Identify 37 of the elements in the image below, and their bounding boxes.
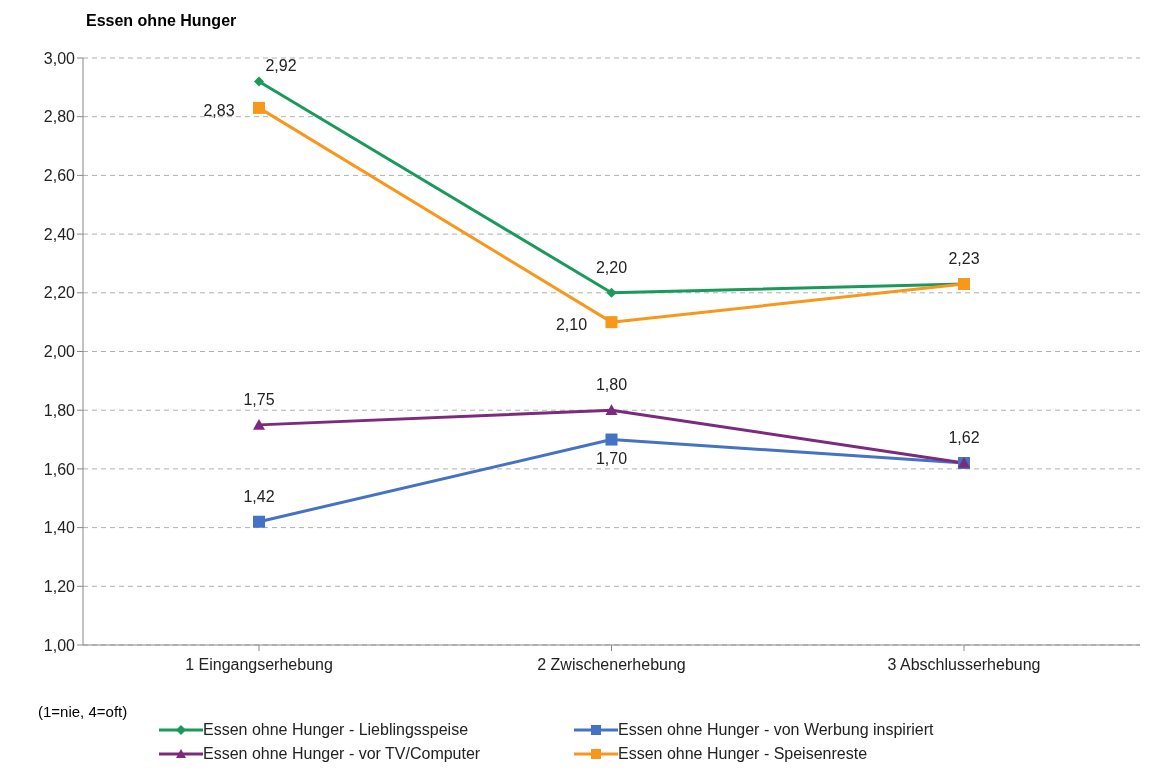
data-label: 2,10 [555, 316, 588, 334]
y-tick-label: 2,40 [43, 225, 76, 243]
point [253, 515, 265, 528]
y-tick-label: 2,20 [43, 284, 76, 302]
point [606, 287, 617, 298]
point [605, 404, 618, 415]
y-tick-label: 2,60 [43, 167, 76, 185]
y-tick-label: 3,00 [43, 49, 76, 67]
data-label: 2,23 [948, 249, 980, 267]
legend-label: Essen ohne Hunger - Speisenreste [618, 745, 868, 763]
data-label: 1,70 [595, 449, 628, 467]
x-tick-label: 1 Eingangserhebung [185, 656, 333, 674]
y-tick-label: 1,00 [43, 636, 76, 654]
data-label: 1,62 [948, 429, 980, 447]
data-label: 1,42 [243, 487, 275, 505]
y-tick-label: 1,40 [43, 519, 76, 537]
point [605, 316, 618, 329]
y-tick-label: 1,60 [43, 460, 76, 478]
y-tick-label: 2,80 [43, 108, 76, 126]
legend-label: Essen ohne Hunger - Lieblingsspeise [203, 721, 469, 739]
y-tick-label: 1,80 [43, 401, 76, 419]
data-label: 2,92 [265, 57, 297, 75]
data-label: 2,20 [595, 258, 628, 276]
x-tick-label: 2 Zwischenerhebung [537, 656, 686, 674]
point [253, 101, 265, 114]
y-tick-label: 2,00 [43, 343, 76, 361]
y-tick-label: 1,20 [43, 577, 76, 595]
text: (1=nie, 4=oft) [38, 703, 128, 720]
legend-label: Essen ohne Hunger - vor TV/Computer [203, 745, 481, 763]
data-label: 1,75 [243, 390, 275, 408]
x-tick-label: 3 Abschlusserhebung [887, 656, 1041, 674]
data-label: 2,83 [203, 101, 235, 119]
point [253, 418, 265, 430]
legend-label: Essen ohne Hunger - von Werbung inspiriert [618, 721, 934, 739]
data-label: 1,80 [595, 376, 628, 394]
point [605, 433, 618, 446]
chart-title: Essen ohne Hunger [86, 12, 237, 30]
